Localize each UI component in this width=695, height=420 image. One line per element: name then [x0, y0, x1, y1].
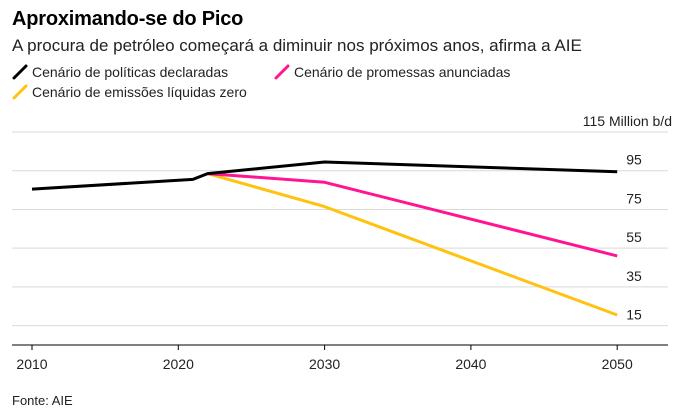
x-tick-label: 2030	[309, 356, 340, 372]
x-tick-label: 2050	[602, 356, 633, 372]
y-tick-label: 35	[626, 268, 642, 284]
series-lines	[31, 160, 618, 317]
legend-label: Cenário de políticas declaradas	[32, 64, 229, 80]
x-axis-ticks: 2010 2020 2030 2040 2050	[16, 345, 633, 372]
series-line	[207, 172, 618, 258]
legend-label: Cenário de promessas anunciadas	[294, 64, 511, 80]
chart-title: Aproximando-se do Pico	[12, 8, 244, 30]
x-tick-label: 2010	[16, 356, 47, 372]
x-tick-label: 2020	[163, 356, 194, 372]
y-axis-labels: 15 35 55 75 95	[626, 152, 642, 323]
y-tick-label: 95	[626, 152, 642, 168]
legend-swatch-announced	[274, 64, 290, 80]
y-tick-label: 15	[626, 307, 642, 323]
series-line	[207, 172, 618, 317]
legend-label: Cenário de emissões líquidas zero	[32, 84, 247, 100]
source-note: Fonte: AIE	[12, 393, 73, 408]
unit-label: 115 Million b/d	[583, 113, 672, 129]
gridlines	[12, 131, 668, 327]
series-line	[31, 160, 618, 191]
y-tick-label: 75	[626, 190, 642, 206]
x-tick-label: 2040	[455, 356, 486, 372]
chart-subtitle: A procura de petróleo começará a diminui…	[12, 36, 582, 55]
y-tick-label: 55	[626, 229, 642, 245]
legend-swatch-declared	[12, 64, 28, 80]
legend-swatch-net-zero	[12, 84, 28, 100]
